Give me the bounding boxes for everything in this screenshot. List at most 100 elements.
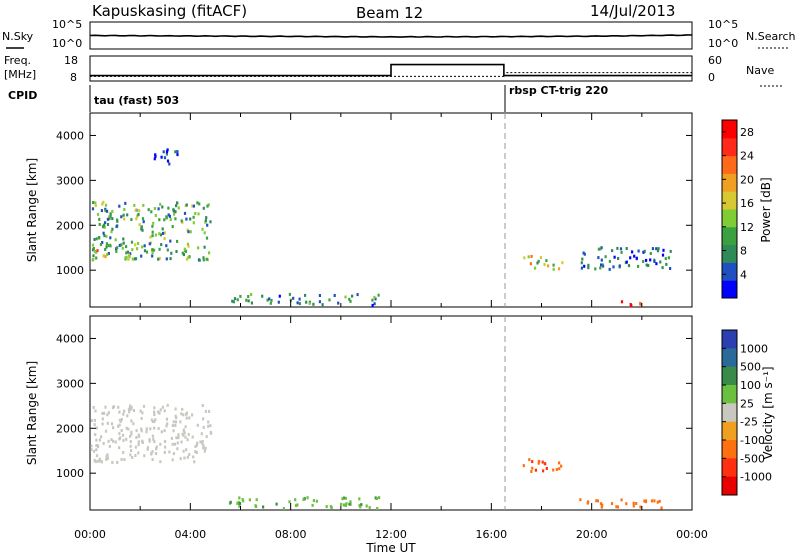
data-cell — [643, 499, 646, 503]
colorbar-swatch — [722, 348, 737, 368]
data-cell — [329, 505, 332, 509]
data-cell — [104, 221, 107, 225]
data-cell — [155, 447, 158, 451]
data-cell — [189, 230, 192, 234]
data-cell — [124, 256, 127, 260]
data-cell — [154, 214, 157, 217]
velocity-panel: 1000 2000 3000 4000 Slant Range [km] — [25, 315, 693, 511]
data-cell — [209, 424, 212, 428]
data-cell — [537, 259, 540, 263]
data-cell — [169, 239, 172, 243]
data-cell — [344, 295, 347, 299]
nsky-label: N.Sky — [2, 30, 34, 43]
data-cell — [158, 218, 161, 222]
data-cell — [151, 224, 154, 228]
data-cell — [371, 298, 374, 302]
data-cell — [112, 439, 115, 443]
data-cell — [199, 440, 202, 444]
data-cell — [642, 260, 645, 263]
data-cell — [196, 441, 199, 445]
data-cell — [143, 249, 147, 253]
data-cell — [620, 250, 623, 254]
data-cell — [140, 225, 143, 229]
data-cell — [180, 219, 183, 223]
data-cell — [179, 457, 182, 461]
data-cell — [132, 409, 135, 412]
data-cell — [529, 262, 532, 266]
colorbar-tick-label: 100 — [740, 379, 761, 392]
data-cell — [108, 217, 111, 221]
colorbar-tick-label: 16 — [740, 197, 754, 210]
data-cell — [126, 250, 129, 254]
data-cell — [166, 159, 170, 163]
data-cell — [615, 505, 618, 509]
data-cell — [125, 251, 128, 255]
data-cell — [165, 216, 168, 220]
data-cell — [597, 247, 600, 251]
data-cell — [164, 445, 167, 449]
data-cell — [95, 426, 98, 430]
colorbar-swatch — [722, 385, 737, 404]
velocity-colorbar: 1000 500 100 25 -25 -100 -500 -1000 Velocity [m… — [721, 329, 775, 496]
data-cell — [298, 297, 301, 301]
data-cell — [138, 209, 141, 213]
data-cell — [176, 150, 179, 154]
data-cell — [202, 206, 205, 210]
data-cell — [105, 234, 108, 238]
data-cell — [204, 219, 207, 223]
nsky-ytick-bottom: 10^0 — [52, 37, 82, 50]
data-cell — [102, 200, 105, 204]
power-data-cells — [91, 148, 672, 308]
colorbar-swatch — [722, 120, 737, 139]
data-cell — [318, 300, 321, 304]
freq-ytick-bottom: 8 — [70, 71, 77, 84]
data-cell — [171, 225, 174, 229]
colorbar-swatch — [722, 226, 737, 246]
data-cell — [644, 499, 648, 503]
data-cell — [173, 442, 177, 446]
velocity-data-cells — [90, 403, 663, 510]
data-cell — [203, 245, 206, 249]
data-cell — [547, 264, 550, 268]
time-tick-label: 00:00 — [676, 528, 708, 541]
data-cell — [625, 247, 628, 250]
velocity-ylabel: Slant Range [km] — [25, 361, 39, 465]
data-cell — [250, 293, 253, 296]
data-cell — [104, 248, 107, 251]
data-cell — [184, 425, 187, 429]
data-cell — [123, 458, 126, 461]
colorbar-swatch — [722, 366, 737, 386]
data-cell — [151, 234, 154, 238]
data-cell — [195, 451, 198, 455]
data-cell — [302, 498, 305, 501]
data-cell — [635, 502, 638, 505]
power-yaxis: 1000 2000 3000 4000 — [56, 129, 692, 277]
data-cell — [630, 304, 633, 308]
data-cell — [104, 203, 108, 207]
data-cell — [98, 438, 101, 442]
station-title: Kapuskasing (fitACF) — [92, 2, 247, 20]
data-cell — [262, 505, 265, 509]
data-cell — [341, 497, 344, 501]
data-cell — [111, 227, 114, 231]
data-cell — [269, 301, 272, 305]
time-axis-labels: 00:00 04:00 08:00 12:00 16:00 20:00 00:00 — [74, 528, 708, 541]
colorbar-swatch — [722, 155, 737, 174]
data-cell — [105, 455, 108, 459]
data-cell — [376, 507, 379, 510]
data-cell — [552, 468, 555, 472]
ytick-label: 3000 — [56, 377, 84, 390]
data-cell — [129, 453, 132, 457]
data-cell — [522, 464, 525, 468]
data-cell — [182, 433, 185, 437]
data-cell — [127, 407, 130, 411]
data-cell — [166, 148, 169, 152]
data-cell — [202, 446, 205, 450]
colorbar-tick-label: 24 — [740, 150, 754, 163]
data-cell — [202, 444, 205, 448]
data-cell — [288, 292, 291, 296]
data-cell — [171, 424, 174, 428]
data-cell — [140, 416, 143, 420]
data-cell — [637, 249, 640, 253]
